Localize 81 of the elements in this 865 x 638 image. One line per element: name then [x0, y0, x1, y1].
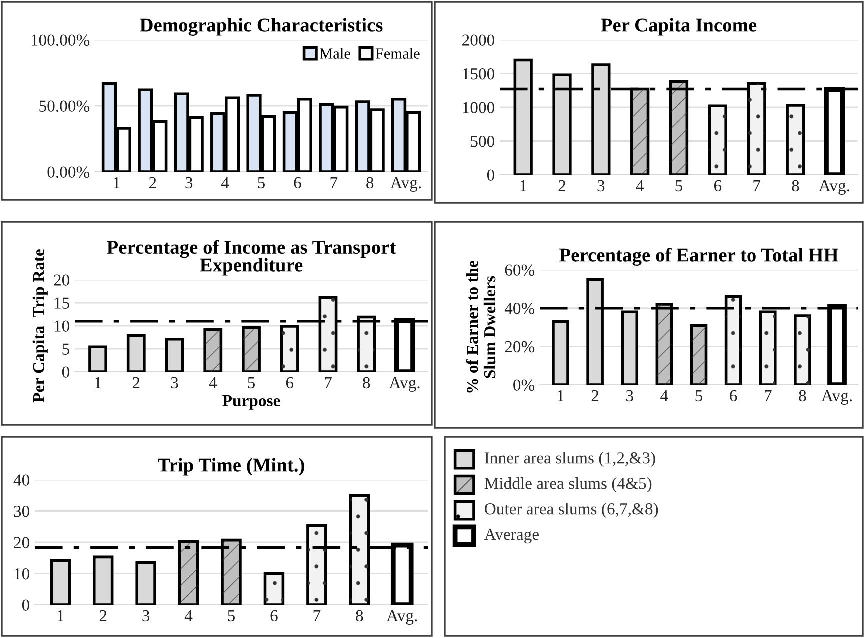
x-axis-title: Purpose — [222, 395, 280, 410]
x-tick-label: 4 — [209, 377, 218, 388]
x-tick-label: Avg. — [390, 177, 422, 192]
x-tick-label: 4 — [184, 610, 193, 622]
y-axis-title: % of Earner to the Slum Dwellers — [466, 260, 496, 393]
x-tick-label: 7 — [765, 390, 772, 402]
text: Outer area slums (6,7,&8) — [485, 503, 658, 518]
x-tick-label: 2 — [132, 377, 140, 388]
chart-title: Percentage of Earner to Total HH — [560, 248, 838, 266]
x-tick-label: 2 — [592, 390, 599, 402]
x-tick-label: 3 — [186, 177, 193, 189]
y-tick-label: 20% — [505, 341, 535, 353]
y-tick-label: 500 — [471, 136, 495, 148]
y-tick-label: 60% — [505, 264, 535, 276]
y-tick-label: 0.00% — [48, 166, 90, 178]
x-tick-label: 4 — [660, 390, 668, 402]
x-tick-label: 5 — [258, 178, 266, 189]
x-tick-label: 7 — [325, 378, 332, 388]
x-tick-label: 7 — [314, 610, 321, 622]
chart-title: Percentage of Income as Transport Expenditure — [107, 240, 396, 276]
y-tick-label: 10 — [54, 320, 70, 332]
y-tick-label: 40% — [504, 303, 535, 314]
x-tick-label: 7 — [330, 178, 338, 188]
x-tick-label: 5 — [248, 378, 256, 389]
chart-title: Trip Time (Mint.) — [158, 458, 304, 476]
legend-label: Male — [320, 48, 350, 59]
x-tick-label: 2 — [558, 180, 566, 192]
legend-label: Female — [376, 48, 420, 59]
y-tick-label: 50.00% — [40, 100, 90, 112]
x-tick-label: 3 — [598, 180, 605, 192]
x-tick-label: 1 — [558, 390, 564, 402]
x-tick-label: Avg. — [818, 180, 850, 195]
x-tick-label: 7 — [754, 180, 761, 192]
y-tick-label: 0 — [487, 170, 495, 181]
x-tick-label: 8 — [366, 177, 374, 189]
x-tick-label: 8 — [363, 377, 370, 389]
x-tick-label: 2 — [100, 610, 107, 622]
x-tick-label: 8 — [799, 390, 806, 402]
chart-title: Demographic Characteristics — [140, 18, 383, 36]
y-tick-label: 0 — [22, 600, 30, 611]
x-tick-label: 8 — [356, 610, 364, 622]
y-tick-label: 0% — [514, 380, 535, 391]
x-tick-label: 1 — [520, 180, 527, 192]
x-tick-label: Avg. — [389, 377, 420, 392]
x-tick-label: 1 — [114, 177, 120, 188]
y-tick-label: 10 — [14, 568, 30, 580]
y-tick-label: 1500 — [463, 68, 495, 80]
x-tick-label: 6 — [730, 390, 738, 402]
x-tick-label: 6 — [294, 177, 302, 189]
y-tick-label: 15 — [54, 298, 70, 309]
x-tick-label: 6 — [714, 180, 722, 192]
y-axis-title: Per Capita Trip Rate — [32, 250, 48, 403]
x-tick-label: Avg. — [386, 610, 418, 625]
x-tick-label: 8 — [792, 180, 800, 192]
text: Average — [484, 529, 539, 544]
x-tick-label: 5 — [228, 610, 236, 622]
x-tick-label: 1 — [95, 377, 102, 388]
chart-title: Per Capita Income — [601, 18, 757, 36]
y-tick-label: 1000 — [463, 102, 495, 114]
x-tick-label: 3 — [171, 377, 178, 389]
x-tick-label: 5 — [696, 390, 703, 402]
y-tick-label: 5 — [62, 344, 70, 355]
x-tick-label: 1 — [58, 610, 64, 622]
y-tick-label: 100.00% — [32, 34, 90, 46]
y-tick-label: 40 — [14, 474, 30, 486]
y-tick-label: 30 — [14, 506, 30, 518]
y-tick-label: 2000 — [462, 34, 495, 46]
x-tick-label: Avg. — [822, 390, 852, 405]
x-tick-label: 5 — [676, 180, 683, 192]
text: Inner area slums (1,2,&3) — [484, 452, 656, 468]
x-tick-label: 3 — [142, 610, 150, 622]
x-tick-label: 3 — [626, 390, 634, 402]
x-tick-label: 6 — [286, 377, 294, 389]
x-tick-label: 4 — [636, 180, 644, 192]
y-tick-label: 20 — [54, 274, 70, 286]
text: Middle area slums (4&5) — [484, 478, 652, 493]
x-tick-label: 6 — [270, 610, 278, 622]
y-tick-label: 0 — [62, 366, 70, 378]
y-tick-label: 20 — [14, 537, 30, 548]
x-tick-label: 4 — [221, 177, 230, 188]
x-tick-label: 2 — [149, 177, 156, 188]
